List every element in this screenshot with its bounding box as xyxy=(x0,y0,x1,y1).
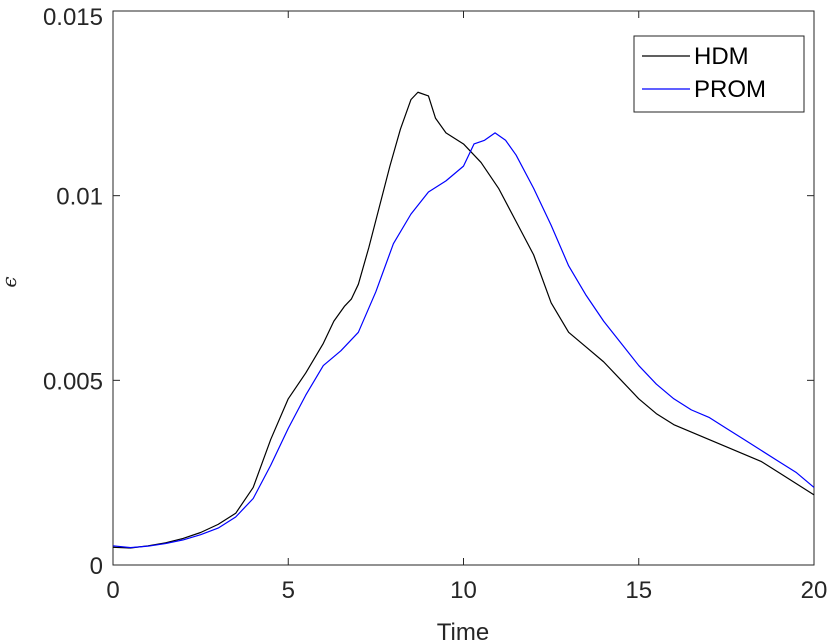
series-line-prom xyxy=(112,132,815,549)
y-tick-label: 0 xyxy=(90,553,103,580)
x-tick-label: 15 xyxy=(625,577,652,604)
x-axis-label: Time xyxy=(437,619,489,643)
x-tick-label: 5 xyxy=(282,577,295,604)
y-tick-label: 0.01 xyxy=(56,184,103,211)
y-ticks: 0 0.005 0.01 0.015 xyxy=(43,4,814,580)
x-tick-label: 20 xyxy=(801,577,828,604)
y-tick-label: 0.005 xyxy=(43,368,103,395)
legend-box xyxy=(633,35,805,113)
x-ticks: 0 5 10 15 20 xyxy=(106,11,827,604)
legend: HDM PROM xyxy=(633,35,805,113)
legend-label-prom: PROM xyxy=(694,76,766,103)
series-line-hdm xyxy=(112,91,815,549)
y-axis-label: ϵ xyxy=(0,276,21,287)
x-tick-label: 0 xyxy=(106,577,119,604)
y-tick-label: 0.015 xyxy=(43,4,103,31)
x-tick-label: 10 xyxy=(450,577,477,604)
series-layer xyxy=(112,91,815,549)
legend-label-hdm: HDM xyxy=(694,43,749,70)
